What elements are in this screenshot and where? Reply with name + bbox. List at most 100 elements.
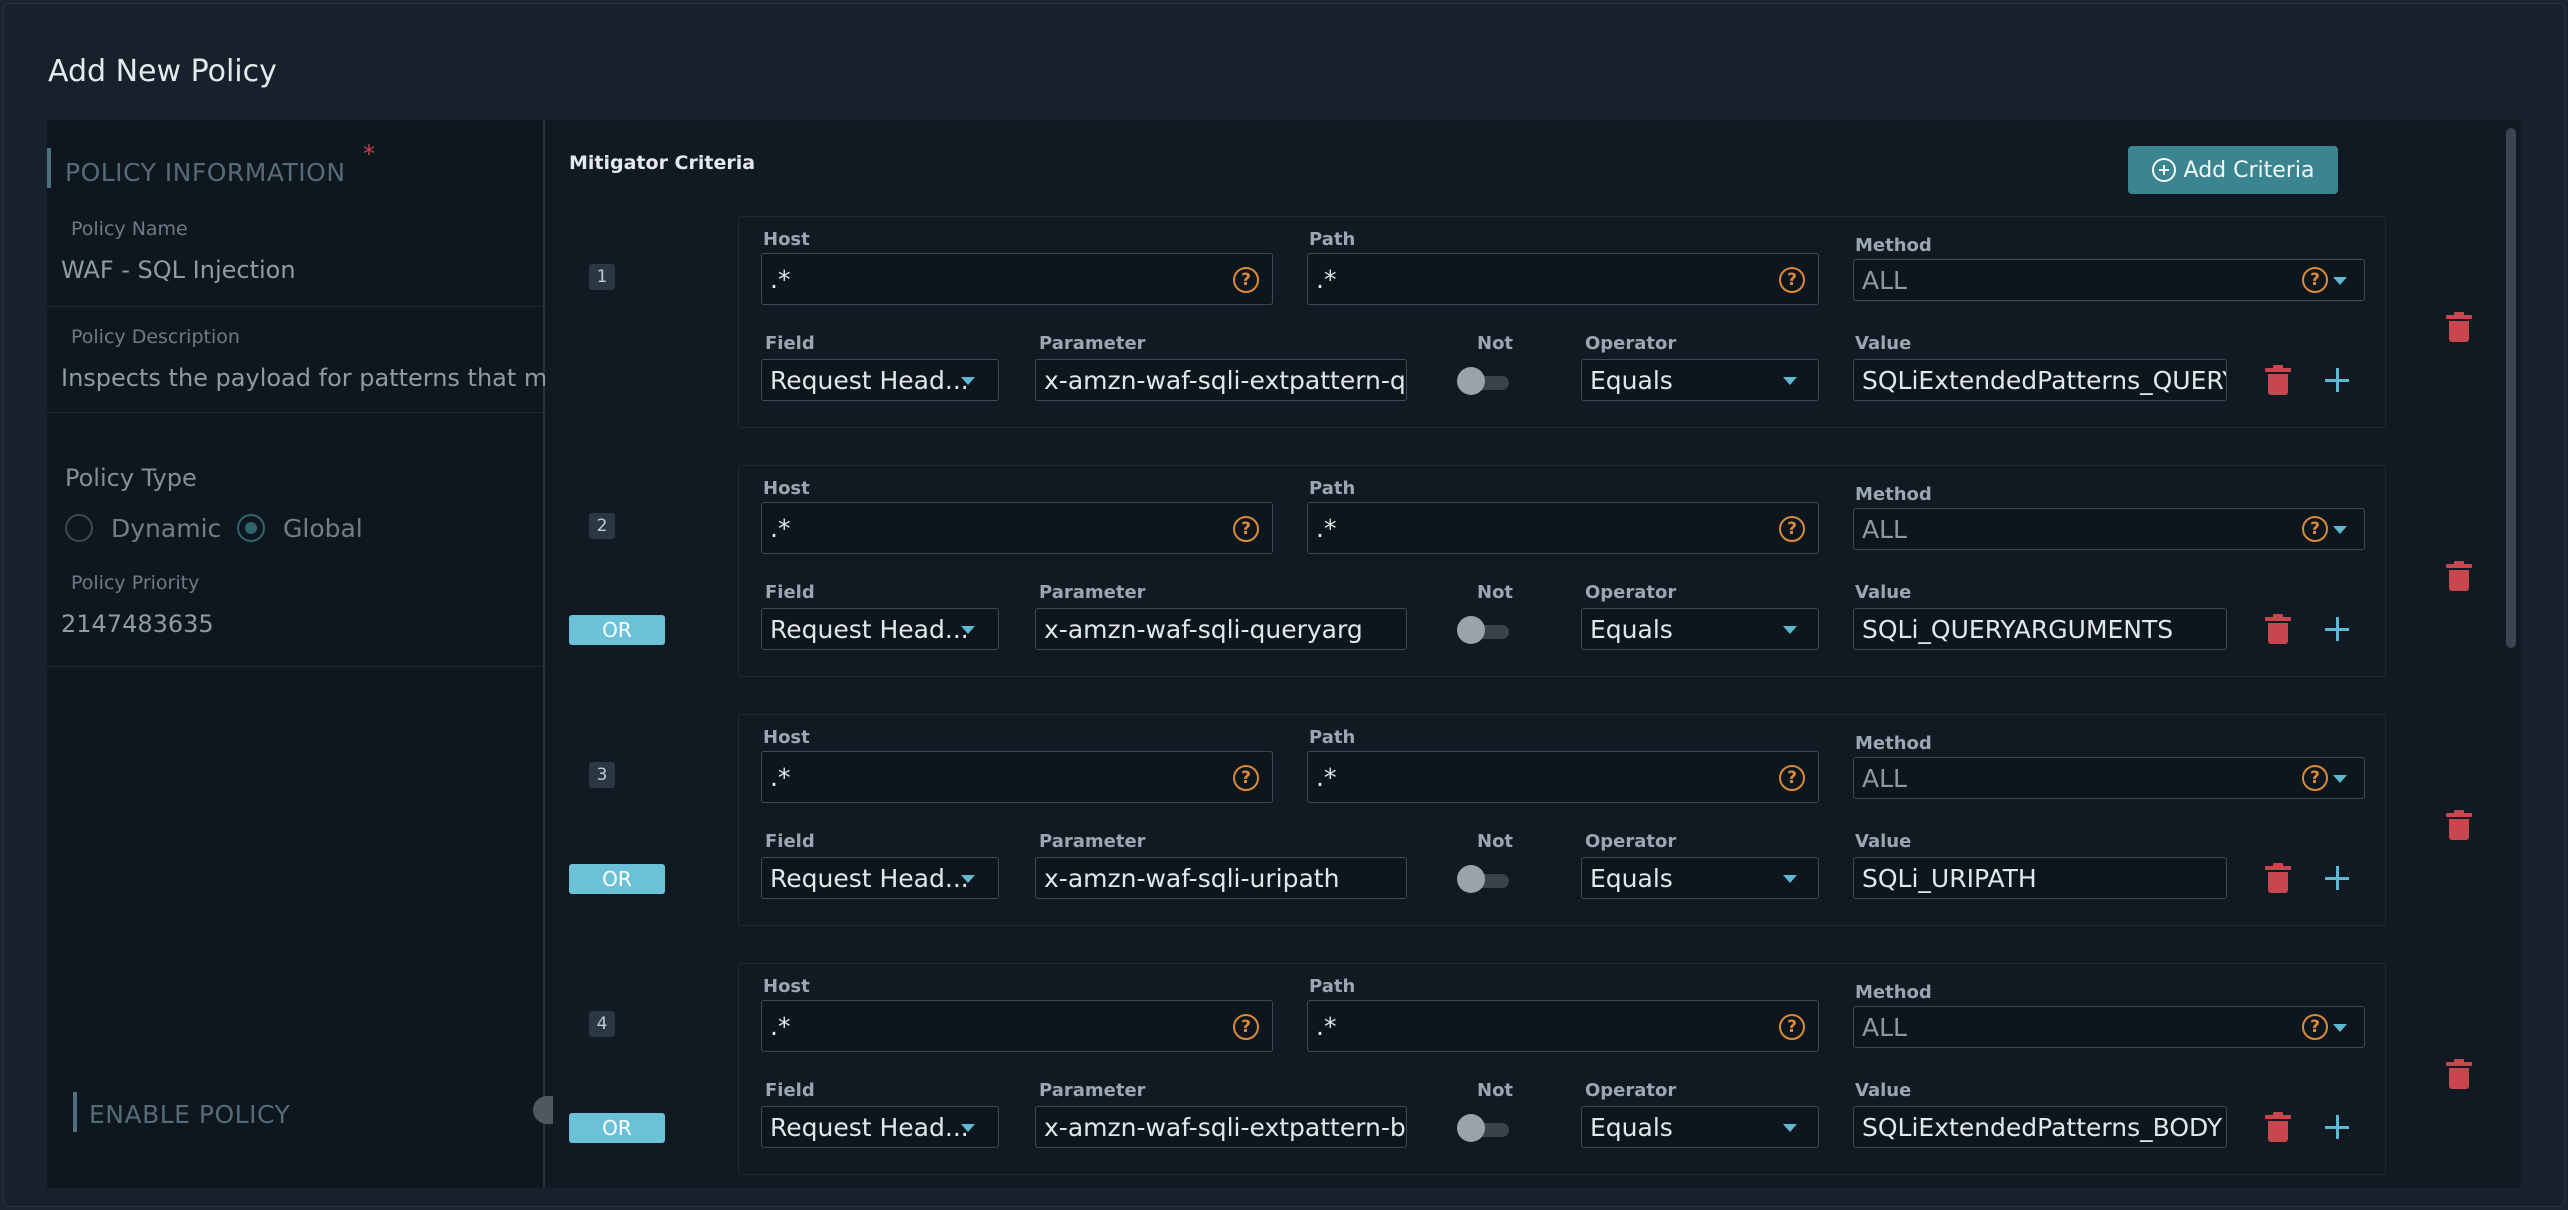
field-select[interactable]: Request Head... [761, 608, 999, 650]
policy-type-label: Policy Type [65, 464, 197, 492]
host-value: .* [770, 762, 791, 792]
field-select[interactable]: Request Head... [761, 857, 999, 899]
help-icon[interactable]: ? [2302, 1014, 2328, 1040]
not-label: Not [1477, 582, 1514, 603]
toggle-knob [1457, 1114, 1485, 1142]
operator-value: Equals [1590, 614, 1673, 644]
delete-condition-icon[interactable] [2265, 365, 2291, 395]
value-text: SQLiExtendedPatterns_BODY [1862, 1112, 2223, 1142]
divider [47, 412, 545, 413]
criteria-card: Host .* ? Path .* ? Method ALL ? Field [738, 963, 2386, 1175]
help-icon[interactable]: ? [1233, 267, 1259, 293]
delete-condition-icon[interactable] [2265, 1112, 2291, 1142]
operator-select[interactable]: Equals [1581, 1106, 1819, 1148]
not-label: Not [1477, 333, 1514, 354]
path-input[interactable]: .* [1307, 751, 1819, 803]
field-select[interactable]: Request Head... [761, 359, 999, 401]
chevron-down-icon [2333, 526, 2347, 534]
not-toggle[interactable] [1457, 1114, 1513, 1142]
delete-criteria-icon[interactable] [2446, 810, 2472, 840]
value-label: Value [1855, 333, 1912, 354]
help-icon[interactable]: ? [2302, 516, 2328, 542]
method-label: Method [1855, 484, 1932, 505]
criteria-card: Host .* ? Path .* ? Method ALL ? Field [738, 714, 2386, 926]
method-label: Method [1855, 982, 1932, 1003]
path-label: Path [1309, 229, 1356, 250]
enable-policy-toggle[interactable] [533, 1096, 553, 1124]
value-text: SQLi_URIPATH [1862, 863, 2037, 893]
add-condition-icon[interactable] [2324, 865, 2350, 891]
or-badge: OR [569, 615, 665, 645]
field-select[interactable]: Request Head... [761, 1106, 999, 1148]
host-input[interactable]: .* [761, 253, 1273, 305]
operator-select[interactable]: Equals [1581, 857, 1819, 899]
parameter-input[interactable]: x-amzn-waf-sqli-uripath [1035, 857, 1407, 899]
delete-condition-icon[interactable] [2265, 863, 2291, 893]
path-input[interactable]: .* [1307, 502, 1819, 554]
method-select[interactable]: ALL [1853, 508, 2365, 550]
value-input[interactable]: SQLi_URIPATH [1853, 857, 2227, 899]
parameter-input[interactable]: x-amzn-waf-sqli-extpattern-que [1035, 359, 1407, 401]
not-label: Not [1477, 831, 1514, 852]
path-input[interactable]: .* [1307, 1000, 1819, 1052]
host-input[interactable]: .* [761, 502, 1273, 554]
parameter-input[interactable]: x-amzn-waf-sqli-queryarg [1035, 608, 1407, 650]
operator-label: Operator [1585, 582, 1677, 603]
method-select[interactable]: ALL [1853, 1006, 2365, 1048]
value-input[interactable]: SQLiExtendedPatterns_QUERYA [1853, 359, 2227, 401]
policy-type-dynamic-radio[interactable] [65, 514, 93, 542]
host-value: .* [770, 513, 791, 543]
help-icon[interactable]: ? [1233, 516, 1259, 542]
or-badge: OR [569, 1113, 665, 1143]
host-label: Host [763, 976, 810, 997]
parameter-value: x-amzn-waf-sqli-queryarg [1044, 614, 1363, 644]
not-toggle[interactable] [1457, 367, 1513, 395]
value-text: SQLiExtendedPatterns_QUERYA [1862, 365, 2227, 395]
help-icon[interactable]: ? [2302, 765, 2328, 791]
method-select[interactable]: ALL [1853, 757, 2365, 799]
help-icon[interactable]: ? [1779, 516, 1805, 542]
scrollbar-thumb[interactable] [2506, 128, 2516, 648]
chevron-down-icon [1783, 626, 1797, 634]
chevron-down-icon [961, 626, 975, 634]
delete-criteria-icon[interactable] [2446, 561, 2472, 591]
delete-condition-icon[interactable] [2265, 614, 2291, 644]
path-input[interactable]: .* [1307, 253, 1819, 305]
delete-criteria-icon[interactable] [2446, 312, 2472, 342]
add-criteria-button[interactable]: Add Criteria [2128, 146, 2338, 194]
policy-name-field[interactable]: WAF - SQL Injection [61, 256, 296, 284]
add-policy-modal: Add New Policy POLICY INFORMATION * Poli… [3, 3, 2565, 1207]
value-input[interactable]: SQLiExtendedPatterns_BODY [1853, 1106, 2227, 1148]
policy-type-global-radio[interactable] [237, 514, 265, 542]
help-icon[interactable]: ? [1233, 765, 1259, 791]
host-input[interactable]: .* [761, 1000, 1273, 1052]
not-toggle[interactable] [1457, 865, 1513, 893]
operator-select[interactable]: Equals [1581, 608, 1819, 650]
help-icon[interactable]: ? [1779, 765, 1805, 791]
help-icon[interactable]: ? [1779, 267, 1805, 293]
modal-body: POLICY INFORMATION * Policy Name WAF - S… [47, 120, 2521, 1188]
add-condition-icon[interactable] [2324, 1114, 2350, 1140]
enable-policy-heading: ENABLE POLICY [89, 1100, 291, 1129]
policy-description-label: Policy Description [71, 326, 240, 348]
host-input[interactable]: .* [761, 751, 1273, 803]
add-condition-icon[interactable] [2324, 367, 2350, 393]
path-label: Path [1309, 478, 1356, 499]
operator-select[interactable]: Equals [1581, 359, 1819, 401]
method-value: ALL [1862, 514, 1907, 544]
value-input[interactable]: SQLi_QUERYARGUMENTS [1853, 608, 2227, 650]
help-icon[interactable]: ? [1779, 1014, 1805, 1040]
not-toggle[interactable] [1457, 616, 1513, 644]
help-icon[interactable]: ? [2302, 267, 2328, 293]
parameter-input[interactable]: x-amzn-waf-sqli-extpattern-boc [1035, 1106, 1407, 1148]
help-icon[interactable]: ? [1233, 1014, 1259, 1040]
method-select[interactable]: ALL [1853, 259, 2365, 301]
mitigator-criteria-panel: Mitigator Criteria Add Criteria 1 Host .… [547, 120, 2521, 1188]
add-condition-icon[interactable] [2324, 616, 2350, 642]
operator-label: Operator [1585, 831, 1677, 852]
policy-priority-field[interactable]: 2147483635 [61, 610, 214, 638]
or-badge: OR [569, 864, 665, 894]
delete-criteria-icon[interactable] [2446, 1059, 2472, 1089]
policy-description-field[interactable]: Inspects the payload for patterns that m… [61, 364, 545, 392]
section-accent-bar [73, 1092, 77, 1132]
